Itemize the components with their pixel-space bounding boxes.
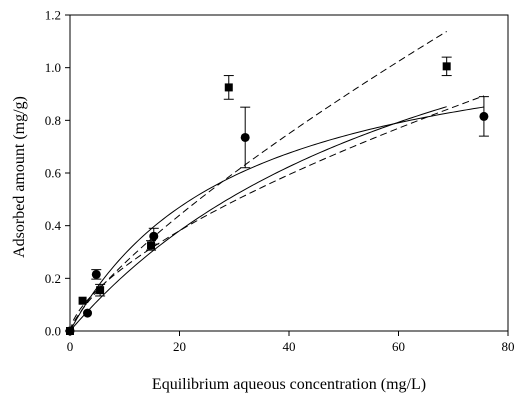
x-tick-label: 0 [67, 339, 74, 354]
x-tick-label: 40 [283, 339, 296, 354]
data-points [65, 62, 489, 336]
circle-marker [149, 231, 159, 241]
square-marker [96, 286, 105, 295]
y-tick-label: 0.8 [45, 113, 61, 128]
x-tick-label: 60 [392, 339, 405, 354]
fit-curve-4-dashed [69, 95, 485, 332]
plot-frame [69, 14, 509, 332]
y-axis-title: Adsorbed amount (mg/g) [11, 96, 28, 258]
x-tick-label: 80 [502, 339, 515, 354]
y-tick-label: 0.0 [45, 324, 61, 339]
fit-curves [69, 31, 485, 332]
square-marker [442, 62, 451, 71]
error-bars [91, 56, 489, 297]
square-marker [147, 241, 156, 250]
axes [65, 14, 509, 336]
y-tick-label: 0.6 [45, 166, 62, 181]
square-marker [224, 83, 233, 92]
circle-marker [83, 308, 93, 318]
y-tick-label: 0.4 [45, 218, 62, 233]
circle-marker [91, 269, 101, 279]
fit-curve-2-dashed [69, 31, 447, 332]
fit-curve-1-solid [69, 106, 447, 332]
circle-marker [240, 132, 250, 142]
x-axis-title: Equilibrium aqueous concentration (mg/L) [152, 376, 426, 393]
fit-curve-3-solid [69, 106, 484, 332]
circle-marker [479, 111, 489, 121]
square-marker [78, 296, 87, 305]
tick-labels: 0 20 40 60 80 0.0 0.2 0.4 0.6 0.8 1.0 1.2 [45, 8, 515, 355]
x-tick-label: 20 [173, 339, 186, 354]
y-tick-label: 1.2 [45, 8, 61, 23]
y-tick-label: 1.0 [45, 60, 61, 75]
y-tick-label: 0.2 [45, 271, 61, 286]
